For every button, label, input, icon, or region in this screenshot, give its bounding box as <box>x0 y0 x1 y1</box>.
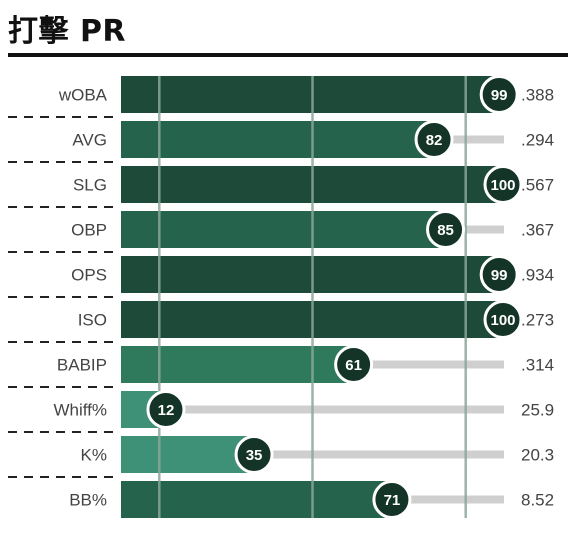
category-label: Whiff% <box>53 401 107 420</box>
stat-value: .294 <box>521 131 554 150</box>
category-label: SLG <box>73 176 107 195</box>
percentile-badge <box>483 300 523 339</box>
percentile-label: 100 <box>490 177 515 194</box>
percentile-label: 85 <box>437 222 454 239</box>
percentile-badge <box>479 255 519 294</box>
percentile-label: 99 <box>491 87 508 104</box>
percentile-label: 12 <box>158 402 175 419</box>
stat-value: .273 <box>521 311 554 330</box>
percentile-badge <box>372 480 412 519</box>
bar-k-pct <box>121 436 256 473</box>
bar-bb-pct <box>121 481 393 518</box>
category-label: ISO <box>78 311 107 330</box>
category-label: AVG <box>72 131 107 150</box>
percentile-badge <box>334 345 374 384</box>
category-label: wOBA <box>58 86 108 105</box>
percentile-badge <box>414 120 454 159</box>
percentile-badge <box>483 165 523 204</box>
percentile-badge <box>234 435 274 474</box>
bar-obp <box>121 211 447 248</box>
category-label: BB% <box>69 491 107 510</box>
stat-value: .934 <box>521 266 554 285</box>
percentile-label: 82 <box>426 132 443 149</box>
title-rule <box>8 53 568 57</box>
category-label: OPS <box>71 266 107 285</box>
percentile-label: 99 <box>491 267 508 284</box>
bar-avg <box>121 121 436 158</box>
stat-value: .367 <box>521 221 554 240</box>
percentile-label: 71 <box>384 492 401 509</box>
stat-value: 20.3 <box>521 446 554 465</box>
stat-value: 25.9 <box>521 401 554 420</box>
bar-babip <box>121 346 355 383</box>
category-label: BABIP <box>57 356 107 375</box>
stat-value: 8.52 <box>521 491 554 510</box>
category-label: K% <box>81 446 107 465</box>
category-label: OBP <box>71 221 107 240</box>
bar-woba <box>121 76 501 113</box>
percentile-label: 35 <box>246 447 263 464</box>
percentile-badge <box>479 75 519 114</box>
stat-value: .567 <box>521 176 554 195</box>
percentile-label: 61 <box>345 357 362 374</box>
percentile-badge <box>146 390 186 429</box>
percentile-badge <box>426 210 466 249</box>
stat-value: .388 <box>521 86 554 105</box>
chart-title: 打擊 PR <box>8 14 127 49</box>
percentile-label: 100 <box>490 312 515 329</box>
stat-value: .314 <box>521 356 554 375</box>
bar-ops <box>121 256 501 293</box>
